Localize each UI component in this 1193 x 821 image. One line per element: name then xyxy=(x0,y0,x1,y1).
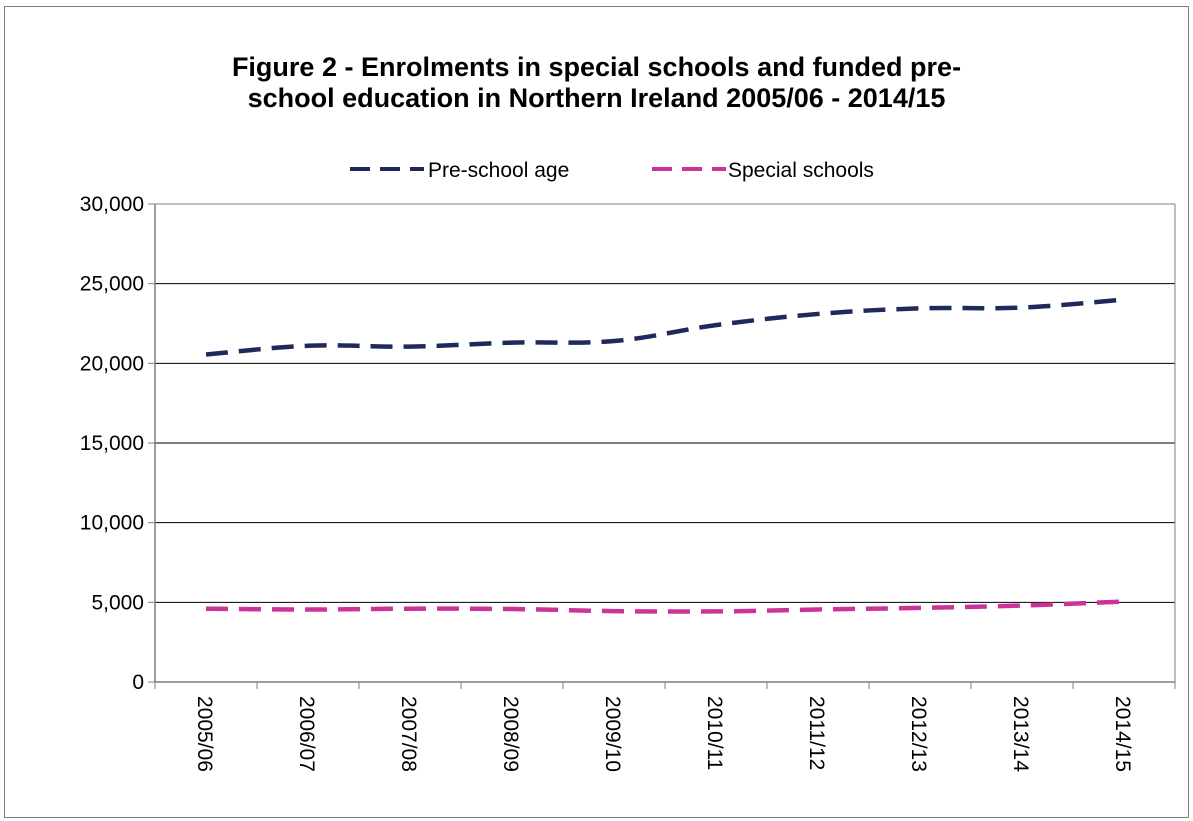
x-tick-label: 2012/13 xyxy=(907,696,930,772)
legend-label-pre-school-age: Pre-school age xyxy=(428,159,569,182)
x-axis: 2005/06 2006/07 2007/08 2008/09 2009/10 2010/… xyxy=(154,681,1176,772)
y-tick-label: 10,000 xyxy=(80,512,144,535)
series-line-pre-school-age xyxy=(205,297,1125,357)
x-tick-label: 2008/09 xyxy=(499,696,522,772)
series-lines xyxy=(205,297,1125,614)
x-tick-label: 2009/10 xyxy=(601,696,624,772)
x-tick-label: 2007/08 xyxy=(397,696,420,772)
legend: Pre-school age Special schools xyxy=(350,159,874,182)
chart-title: Figure 2 - Enrolments in special schools… xyxy=(0,52,1193,114)
chart-title-line-2: school education in Northern Ireland 200… xyxy=(247,83,946,113)
y-tick-label: 0 xyxy=(132,671,144,694)
x-tick-label: 2011/12 xyxy=(805,696,828,770)
x-tick-label: 2010/11 xyxy=(703,696,726,770)
gridlines xyxy=(155,203,1176,682)
y-axis: 0 5,000 10,000 15,000 20,000 25,000 30,000 xyxy=(80,193,156,694)
x-tick-label: 2013/14 xyxy=(1009,696,1032,772)
x-tick-label: 2006/07 xyxy=(295,696,318,772)
legend-label-special-schools: Special schools xyxy=(728,159,874,182)
y-tick-label: 20,000 xyxy=(80,352,144,375)
y-tick-label: 25,000 xyxy=(80,273,144,296)
y-tick-label: 30,000 xyxy=(80,193,144,216)
x-tick-label: 2005/06 xyxy=(193,696,216,772)
series-line-special-schools xyxy=(205,599,1125,614)
chart-title-line-1: Figure 2 - Enrolments in special schools… xyxy=(231,52,962,82)
y-tick-label: 5,000 xyxy=(91,591,144,614)
x-tick-label: 2014/15 xyxy=(1111,696,1134,772)
y-tick-label: 15,000 xyxy=(80,432,144,455)
